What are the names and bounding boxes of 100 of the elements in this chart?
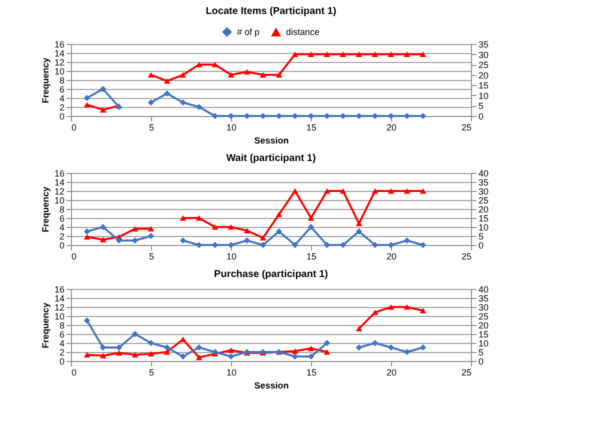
point — [404, 52, 410, 58]
point — [84, 234, 90, 240]
point — [212, 242, 218, 248]
point — [180, 353, 186, 360]
y-tick-label: 4 — [59, 94, 64, 104]
point — [372, 242, 378, 248]
x-tick-label: 15 — [306, 252, 317, 262]
point — [260, 242, 266, 248]
point — [276, 228, 282, 235]
y2-tick-label: 30 — [478, 186, 489, 196]
y-tick-label: 6 — [59, 214, 64, 224]
y-tick-label: 2 — [59, 348, 64, 358]
point — [420, 112, 426, 120]
legend-label: distance — [286, 27, 320, 37]
point — [388, 304, 394, 310]
y2-tick-label: 5 — [478, 348, 484, 358]
point — [420, 52, 426, 58]
point — [228, 353, 234, 360]
point — [308, 353, 314, 360]
point — [340, 242, 346, 248]
point — [84, 228, 90, 235]
y-tick-label: 2 — [59, 232, 64, 242]
point — [100, 86, 106, 92]
point — [356, 228, 362, 235]
point — [292, 348, 298, 354]
point — [308, 346, 314, 352]
point — [324, 188, 330, 194]
y-tick-label: 0 — [59, 240, 64, 250]
point — [116, 344, 122, 351]
legend-label: # of p — [237, 27, 260, 37]
point — [116, 350, 122, 356]
chart-title: Locate Items (Participant 1) — [206, 6, 336, 17]
y2-tick-label: 20 — [478, 320, 489, 330]
y-tick-label: 12 — [54, 58, 64, 68]
point — [148, 72, 154, 78]
point — [228, 242, 234, 248]
y-tick-label: 10 — [54, 196, 64, 206]
point — [148, 340, 154, 346]
y2-tick-label: 20 — [478, 204, 489, 214]
y2-tick-label: 40 — [478, 168, 489, 178]
point — [84, 352, 90, 358]
point — [292, 112, 298, 120]
point — [244, 112, 250, 120]
point — [84, 317, 90, 324]
y2-tick-label: 25 — [478, 312, 489, 322]
point — [132, 237, 138, 244]
y-tick-label: 14 — [54, 48, 64, 58]
point — [132, 226, 138, 232]
y2-tick-label: 35 — [478, 294, 489, 304]
point — [100, 352, 106, 358]
y2-tick-label: 10 — [478, 338, 489, 348]
x-tick-label: 5 — [148, 122, 154, 132]
y-tick-label: 8 — [59, 320, 64, 330]
y-tick-label: 8 — [59, 76, 64, 86]
x-tick-label: 15 — [306, 122, 317, 132]
x-tick-label: 10 — [226, 368, 237, 378]
y-tick-label: 4 — [59, 338, 64, 348]
y-tick-label: 2 — [59, 102, 64, 112]
y2-tick-label: 15 — [478, 214, 489, 224]
point — [260, 72, 266, 78]
point — [356, 326, 362, 332]
point — [196, 354, 202, 360]
y-tick-label: 10 — [54, 66, 64, 76]
y-tick-label: 10 — [54, 312, 64, 322]
point — [324, 242, 330, 248]
x-tick-label: 10 — [226, 122, 237, 132]
point — [388, 52, 394, 58]
point — [308, 112, 314, 120]
point — [420, 344, 426, 351]
point — [212, 348, 218, 356]
point — [324, 340, 330, 346]
point — [196, 344, 202, 351]
point — [164, 344, 170, 351]
point — [404, 188, 410, 194]
y-tick-label: 14 — [54, 294, 64, 304]
y2-tick-label: 40 — [478, 284, 489, 294]
point — [324, 112, 330, 120]
y-tick-label: 0 — [59, 112, 64, 122]
x-tick-label: 20 — [386, 122, 397, 132]
point — [100, 224, 106, 230]
point — [212, 224, 218, 230]
point — [244, 228, 250, 234]
point — [180, 215, 186, 221]
y2-tick-label: 25 — [478, 60, 489, 70]
point — [148, 226, 154, 232]
point — [148, 99, 154, 106]
x-axis-title: Session — [254, 136, 289, 146]
y-axis-title: Frequency — [40, 186, 50, 232]
point — [388, 112, 394, 120]
point — [180, 237, 186, 244]
x-tick-label: 15 — [306, 368, 317, 378]
x-axis-title: Session — [254, 380, 289, 390]
x-tick-label: 5 — [148, 368, 154, 378]
y2-tick-label: 10 — [478, 222, 489, 232]
point — [244, 237, 250, 244]
y-tick-label: 14 — [54, 178, 64, 188]
point — [100, 107, 106, 113]
point — [212, 112, 218, 120]
point — [180, 99, 186, 106]
point — [276, 212, 282, 218]
